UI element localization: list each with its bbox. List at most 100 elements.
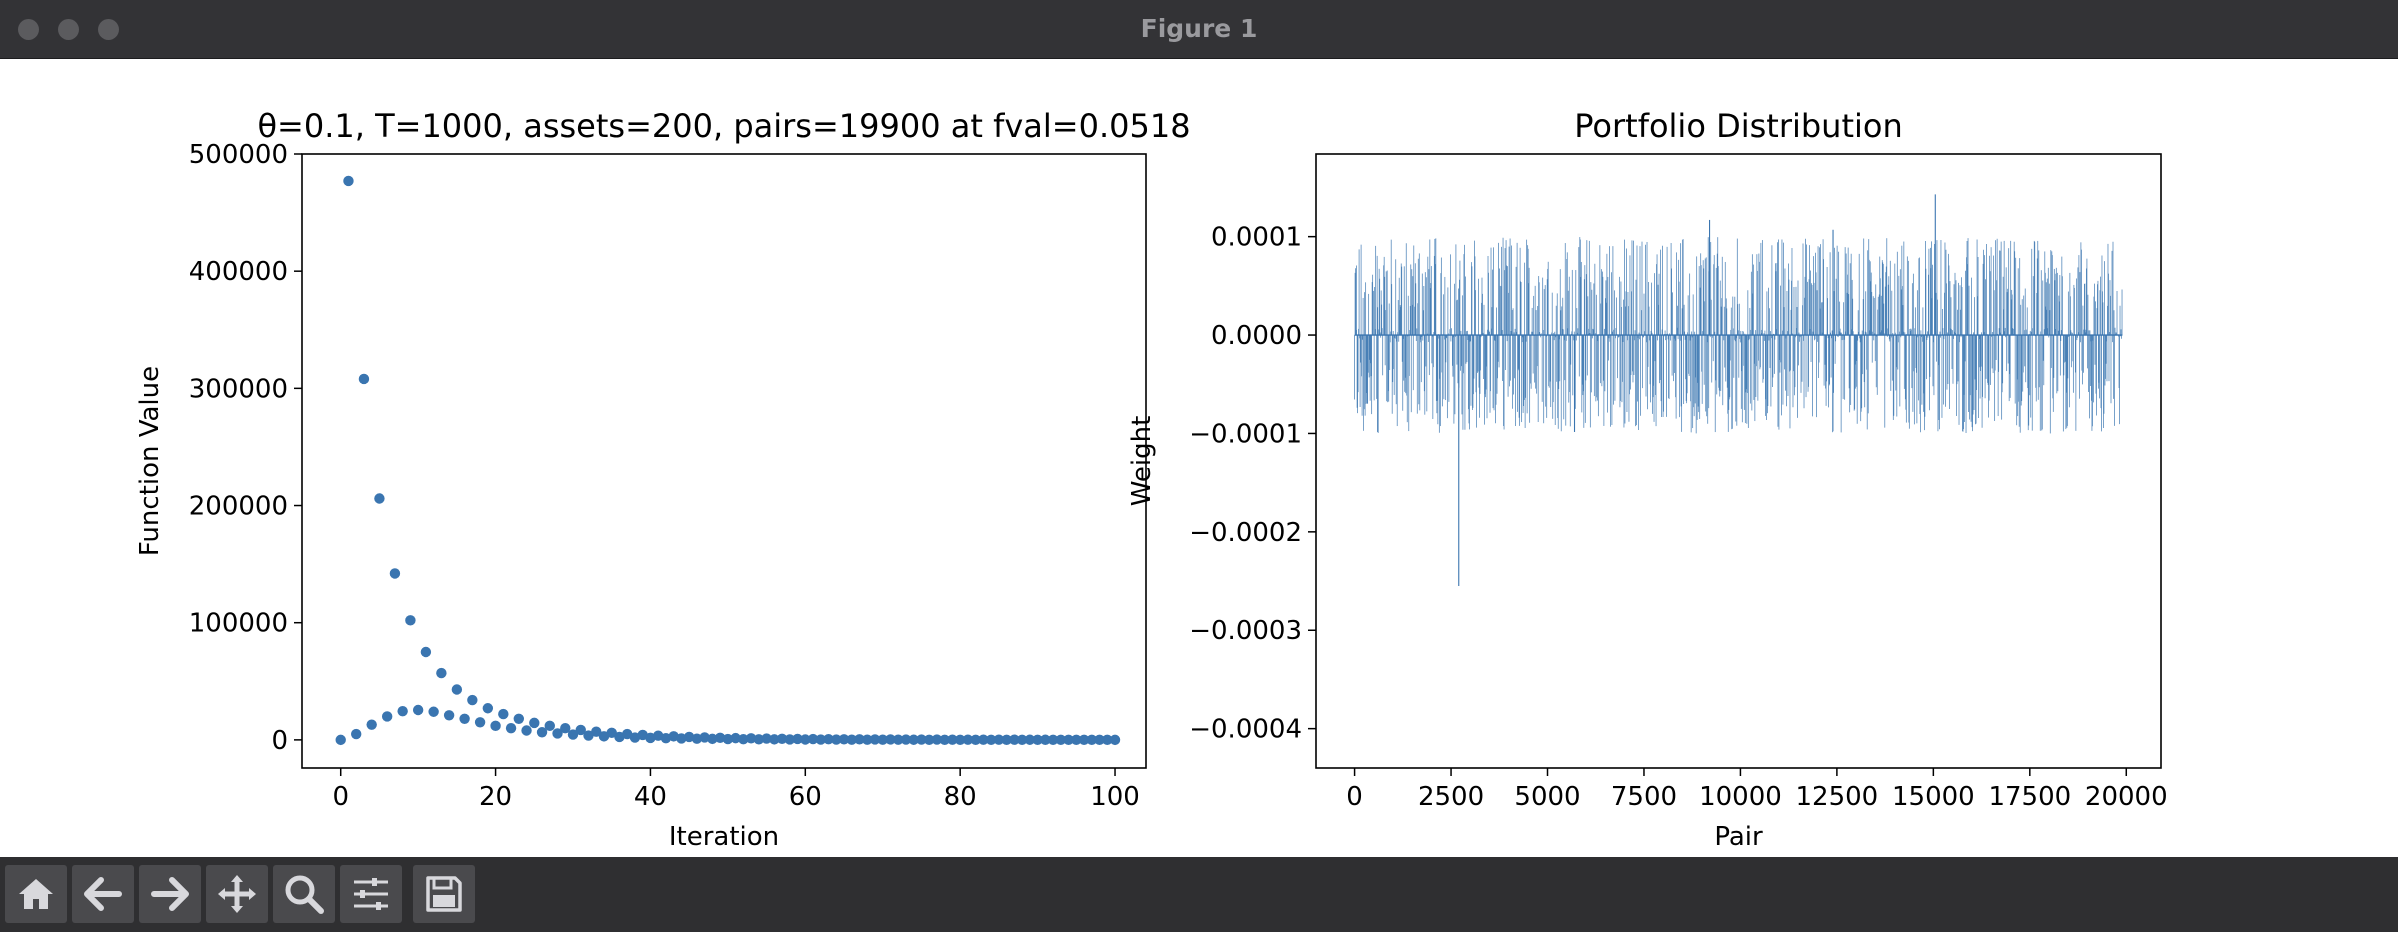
scatter-point bbox=[451, 684, 463, 695]
scatter-point bbox=[831, 734, 842, 745]
scatter-point bbox=[567, 729, 579, 740]
x-tick-label: 12500 bbox=[1796, 782, 1879, 812]
x-tick-label: 20000 bbox=[2085, 782, 2168, 812]
configure-subplots-button[interactable] bbox=[340, 865, 402, 923]
axes-frame bbox=[301, 153, 1147, 769]
scatter-point bbox=[993, 734, 1005, 745]
x-tick-label: 0 bbox=[1346, 782, 1363, 812]
pan-button[interactable] bbox=[206, 865, 268, 923]
scatter-point bbox=[606, 727, 617, 739]
scatter-point bbox=[420, 646, 432, 658]
close-window-button[interactable] bbox=[18, 19, 39, 40]
forward-arrow-icon bbox=[151, 877, 189, 911]
scatter-point bbox=[1009, 734, 1020, 745]
scatter-point bbox=[366, 719, 377, 730]
scatter-points bbox=[335, 175, 1121, 746]
save-disk-icon bbox=[426, 876, 462, 912]
scatter-point bbox=[954, 734, 966, 745]
y-tick-label: −0.0002 bbox=[1189, 518, 1302, 548]
axes-frame bbox=[1315, 153, 2162, 769]
scatter-point bbox=[854, 734, 865, 745]
y-tick-label: 500000 bbox=[189, 140, 288, 170]
scatter-point bbox=[1086, 734, 1097, 745]
scatter-point bbox=[381, 711, 393, 722]
scatter-point bbox=[591, 726, 602, 737]
scatter-point bbox=[544, 720, 555, 732]
scatter-point bbox=[1109, 734, 1121, 746]
scatter-point bbox=[753, 734, 765, 745]
scatter-point bbox=[660, 733, 672, 744]
scatter-point bbox=[978, 734, 989, 745]
scatter-point bbox=[335, 734, 346, 746]
scatter-point bbox=[939, 734, 950, 745]
title-bar: Figure 1 bbox=[0, 0, 2398, 59]
scatter-point bbox=[389, 568, 401, 579]
y-tick-label: 300000 bbox=[189, 374, 288, 404]
scatter-point bbox=[1094, 734, 1105, 746]
scatter-point bbox=[645, 732, 656, 744]
scatter-point bbox=[482, 703, 494, 714]
y-tick-label: −0.0003 bbox=[1189, 616, 1302, 646]
scatter-point bbox=[1040, 734, 1051, 745]
figure-canvas[interactable]: 0 20 40 60 80 100 0 100000 200000 300000 400000 500… bbox=[0, 59, 2398, 857]
home-button[interactable] bbox=[5, 865, 67, 923]
scatter-point bbox=[575, 724, 586, 736]
scatter-point bbox=[745, 733, 757, 744]
x-tick-label: 10000 bbox=[1699, 782, 1782, 812]
x-tick-label: 100 bbox=[1090, 782, 1140, 812]
scatter-point bbox=[1016, 734, 1028, 746]
x-axis-label: Iteration bbox=[669, 822, 779, 852]
minimize-window-button[interactable] bbox=[58, 19, 79, 40]
back-arrow-icon bbox=[84, 877, 122, 911]
chart-title: θ=0.1, T=1000, assets=200, pairs=19900 a… bbox=[257, 107, 1190, 145]
scatter-point bbox=[691, 733, 703, 744]
scatter-point bbox=[374, 493, 385, 504]
scatter-point bbox=[738, 733, 749, 745]
scatter-point bbox=[862, 734, 873, 745]
scatter-point bbox=[529, 717, 540, 729]
scatter-point bbox=[893, 734, 904, 745]
scatter-point bbox=[846, 734, 857, 745]
y-tick-label: −0.0004 bbox=[1189, 715, 1302, 745]
scatter-point bbox=[761, 733, 772, 744]
x-tick-label: 80 bbox=[944, 782, 977, 812]
figure-svg: 0 20 40 60 80 1000100000200000300000400000500… bbox=[135, 107, 2168, 852]
x-tick-label: 20 bbox=[479, 782, 512, 812]
scatter-point bbox=[1102, 734, 1113, 746]
scatter-point bbox=[900, 734, 912, 745]
scatter-point bbox=[474, 717, 486, 728]
navigation-toolbar bbox=[0, 857, 2398, 932]
x-tick-label: 0 bbox=[332, 782, 349, 812]
back-button[interactable] bbox=[72, 865, 134, 923]
scatter-point bbox=[490, 720, 501, 732]
save-button[interactable] bbox=[413, 865, 475, 923]
scatter-point bbox=[784, 734, 796, 745]
scatter-point bbox=[351, 728, 362, 740]
y-tick-label: 200000 bbox=[189, 492, 288, 522]
scatter-point bbox=[513, 713, 525, 724]
y-tick-label: −0.0001 bbox=[1189, 419, 1302, 449]
scatter-point bbox=[908, 734, 919, 745]
configure-subplots-icon bbox=[354, 878, 388, 910]
scatter-point bbox=[707, 733, 718, 745]
scatter-point bbox=[869, 734, 881, 745]
home-icon bbox=[19, 879, 53, 909]
scatter-point bbox=[1063, 734, 1074, 746]
zoom-button[interactable] bbox=[273, 865, 335, 923]
scatter-point bbox=[1001, 734, 1012, 746]
scatter-point bbox=[560, 722, 571, 734]
scatter-point bbox=[676, 733, 687, 744]
scatter-point bbox=[885, 734, 896, 745]
scatter-point bbox=[467, 694, 478, 706]
scatter-point bbox=[800, 734, 811, 745]
scatter-point bbox=[405, 615, 416, 626]
scatter-point bbox=[683, 731, 695, 743]
scatter-point bbox=[838, 734, 850, 745]
scatter-point bbox=[714, 732, 726, 743]
y-tick-label: 0.0001 bbox=[1211, 223, 1302, 253]
scatter-point bbox=[498, 708, 509, 720]
y-axis-label: Function Value bbox=[135, 366, 165, 556]
forward-button[interactable] bbox=[139, 865, 201, 923]
scatter-point bbox=[823, 733, 834, 745]
zoom-window-button[interactable] bbox=[98, 19, 119, 40]
